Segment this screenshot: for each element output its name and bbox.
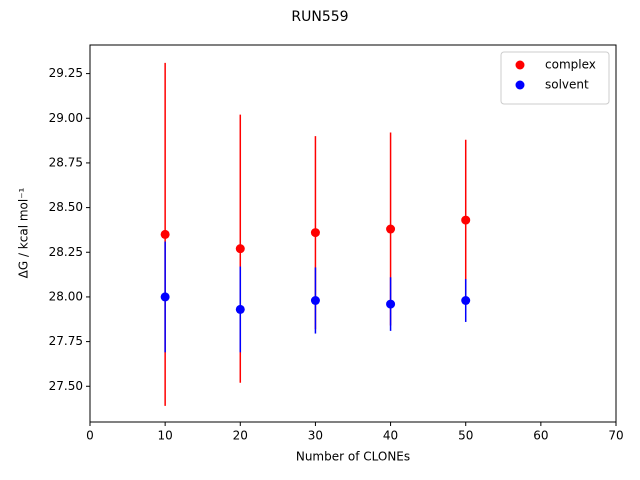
point (386, 299, 396, 309)
x-tick-label: 50 (458, 429, 473, 443)
point (310, 228, 320, 238)
x-tick-label: 30 (308, 429, 323, 443)
point (461, 215, 471, 225)
chart-title: RUN559 (291, 9, 348, 25)
x-tick-label: 70 (608, 429, 623, 443)
point (160, 292, 170, 302)
y-tick-label: 29.25 (49, 66, 83, 80)
legend-label: complex (545, 58, 596, 72)
plot-frame (89, 44, 617, 423)
x-tick-label: 60 (533, 429, 548, 443)
y-tick-label: 27.50 (49, 379, 83, 393)
point (461, 296, 471, 306)
point (310, 296, 320, 306)
x-tick-label: 0 (86, 429, 94, 443)
legend-box (500, 51, 610, 105)
legend-label: solvent (545, 78, 589, 92)
y-tick-label: 29.00 (49, 111, 83, 125)
point (386, 224, 396, 234)
x-tick-label: 10 (158, 429, 173, 443)
legend-marker (515, 80, 525, 90)
point (235, 244, 245, 254)
y-tick-label: 28.25 (49, 245, 83, 259)
y-tick-label: 28.00 (49, 289, 83, 303)
y-tick-label: 28.75 (49, 155, 83, 169)
y-tick-label: 28.50 (49, 200, 83, 214)
y-axis-label: ΔG / kcal mol⁻¹ (17, 187, 31, 278)
x-tick-label: 20 (233, 429, 248, 443)
point (235, 304, 245, 314)
x-tick-label: 40 (383, 429, 398, 443)
y-tick-label: 27.75 (49, 334, 83, 348)
point (160, 229, 170, 239)
legend-marker (515, 60, 525, 70)
x-axis-label: Number of CLONEs (296, 450, 410, 464)
